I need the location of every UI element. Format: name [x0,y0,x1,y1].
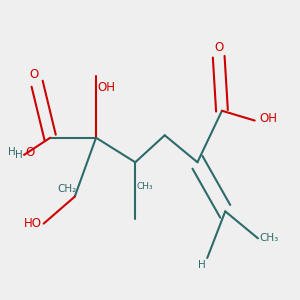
Text: OH: OH [98,81,116,94]
Text: O: O [29,68,38,81]
Text: CH₂: CH₂ [57,184,76,194]
Text: O: O [214,41,223,54]
Text: H: H [198,260,206,270]
Text: CH₃: CH₃ [137,182,154,191]
Text: OH: OH [260,112,278,124]
Text: CH₃: CH₃ [260,233,279,243]
Text: O: O [25,146,34,159]
Text: H: H [15,150,22,160]
Text: HO: HO [24,217,42,230]
Text: H: H [8,148,16,158]
